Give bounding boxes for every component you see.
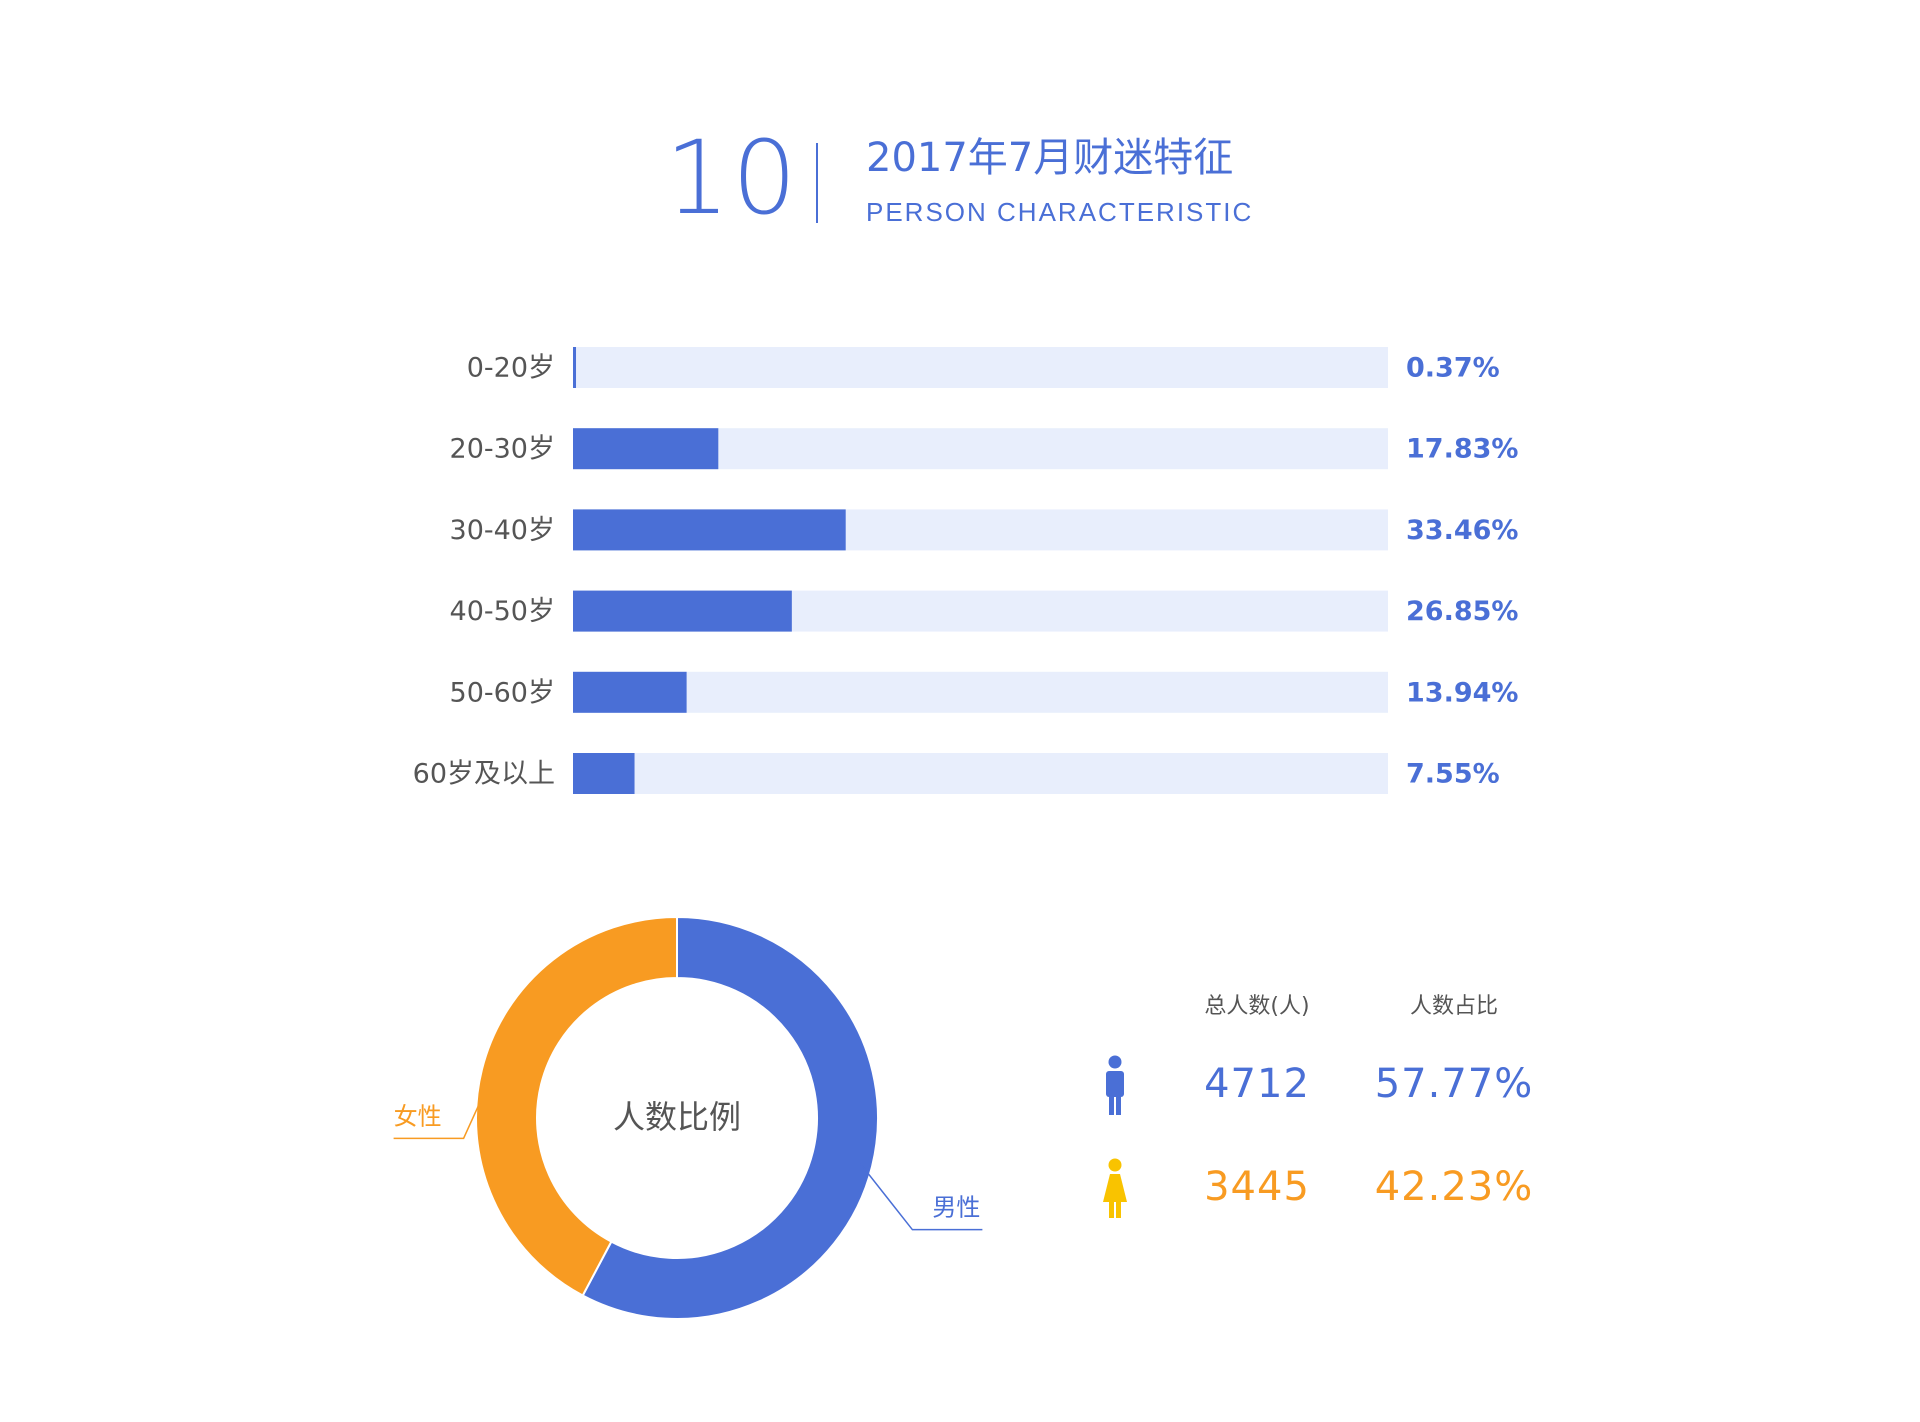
slice-label: 男性 <box>932 1194 980 1222</box>
value-label: 0.37% <box>1406 353 1500 384</box>
header-divider <box>816 143 818 223</box>
page-title: 2017年7月财迷特征 <box>866 135 1234 181</box>
bar <box>573 590 792 632</box>
page-subtitle: PERSON CHARACTERISTIC <box>866 197 1254 227</box>
bar <box>573 753 635 794</box>
leader-line <box>859 1163 983 1231</box>
stat-header-share: 人数占比 <box>1409 994 1498 1019</box>
category-label: 0-20岁 <box>467 353 555 384</box>
female-icon <box>1103 1158 1127 1218</box>
female-count: 3445 <box>1204 1164 1310 1210</box>
value-label: 26.85% <box>1406 596 1518 627</box>
male-icon <box>1106 1055 1124 1115</box>
male-count: 4712 <box>1204 1061 1310 1107</box>
stat-header-total: 总人数(人) <box>1204 994 1310 1019</box>
category-label: 20-30岁 <box>450 434 555 465</box>
bar <box>573 509 846 551</box>
category-label: 40-50岁 <box>450 596 555 627</box>
age-bar-chart: 0-20岁 0.37% 20-30岁 17.83% 30-40岁 33.46% 40-50岁… <box>413 347 1518 794</box>
section-number: 10 <box>665 119 799 238</box>
bar-track <box>573 753 1388 794</box>
female-share: 42.23% <box>1374 1164 1534 1210</box>
category-label: 30-40岁 <box>450 515 555 546</box>
value-label: 7.55% <box>1406 759 1500 790</box>
slice-label: 女性 <box>394 1102 442 1130</box>
value-label: 13.94% <box>1406 677 1518 708</box>
pie-slice <box>581 915 879 1320</box>
bar <box>573 671 687 713</box>
donut-center-label: 人数比例 <box>613 1098 741 1136</box>
pie-slice <box>475 915 678 1297</box>
male-share: 57.77% <box>1374 1061 1534 1107</box>
bar <box>573 428 719 470</box>
value-label: 17.83% <box>1406 434 1518 465</box>
value-label: 33.46% <box>1406 515 1518 546</box>
category-label: 60岁及以上 <box>413 759 555 790</box>
bar <box>573 347 577 388</box>
bar-track <box>573 347 1388 388</box>
bar-track <box>573 671 1388 713</box>
leader-line <box>393 1072 495 1140</box>
category-label: 50-60岁 <box>450 677 555 708</box>
